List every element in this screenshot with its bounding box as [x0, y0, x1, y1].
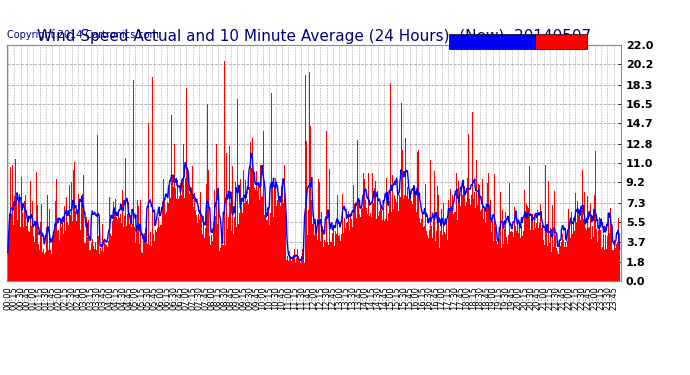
FancyBboxPatch shape [535, 34, 587, 48]
FancyBboxPatch shape [449, 34, 535, 48]
Text: Copyright 2014 Cartronics.com: Copyright 2014 Cartronics.com [7, 30, 159, 40]
Text: Wind (mph): Wind (mph) [531, 37, 591, 46]
Title: Wind Speed Actual and 10 Minute Average (24 Hours)  (New)  20140507: Wind Speed Actual and 10 Minute Average … [37, 29, 591, 44]
Text: 10 Min Avg (mph): 10 Min Avg (mph) [447, 37, 537, 46]
